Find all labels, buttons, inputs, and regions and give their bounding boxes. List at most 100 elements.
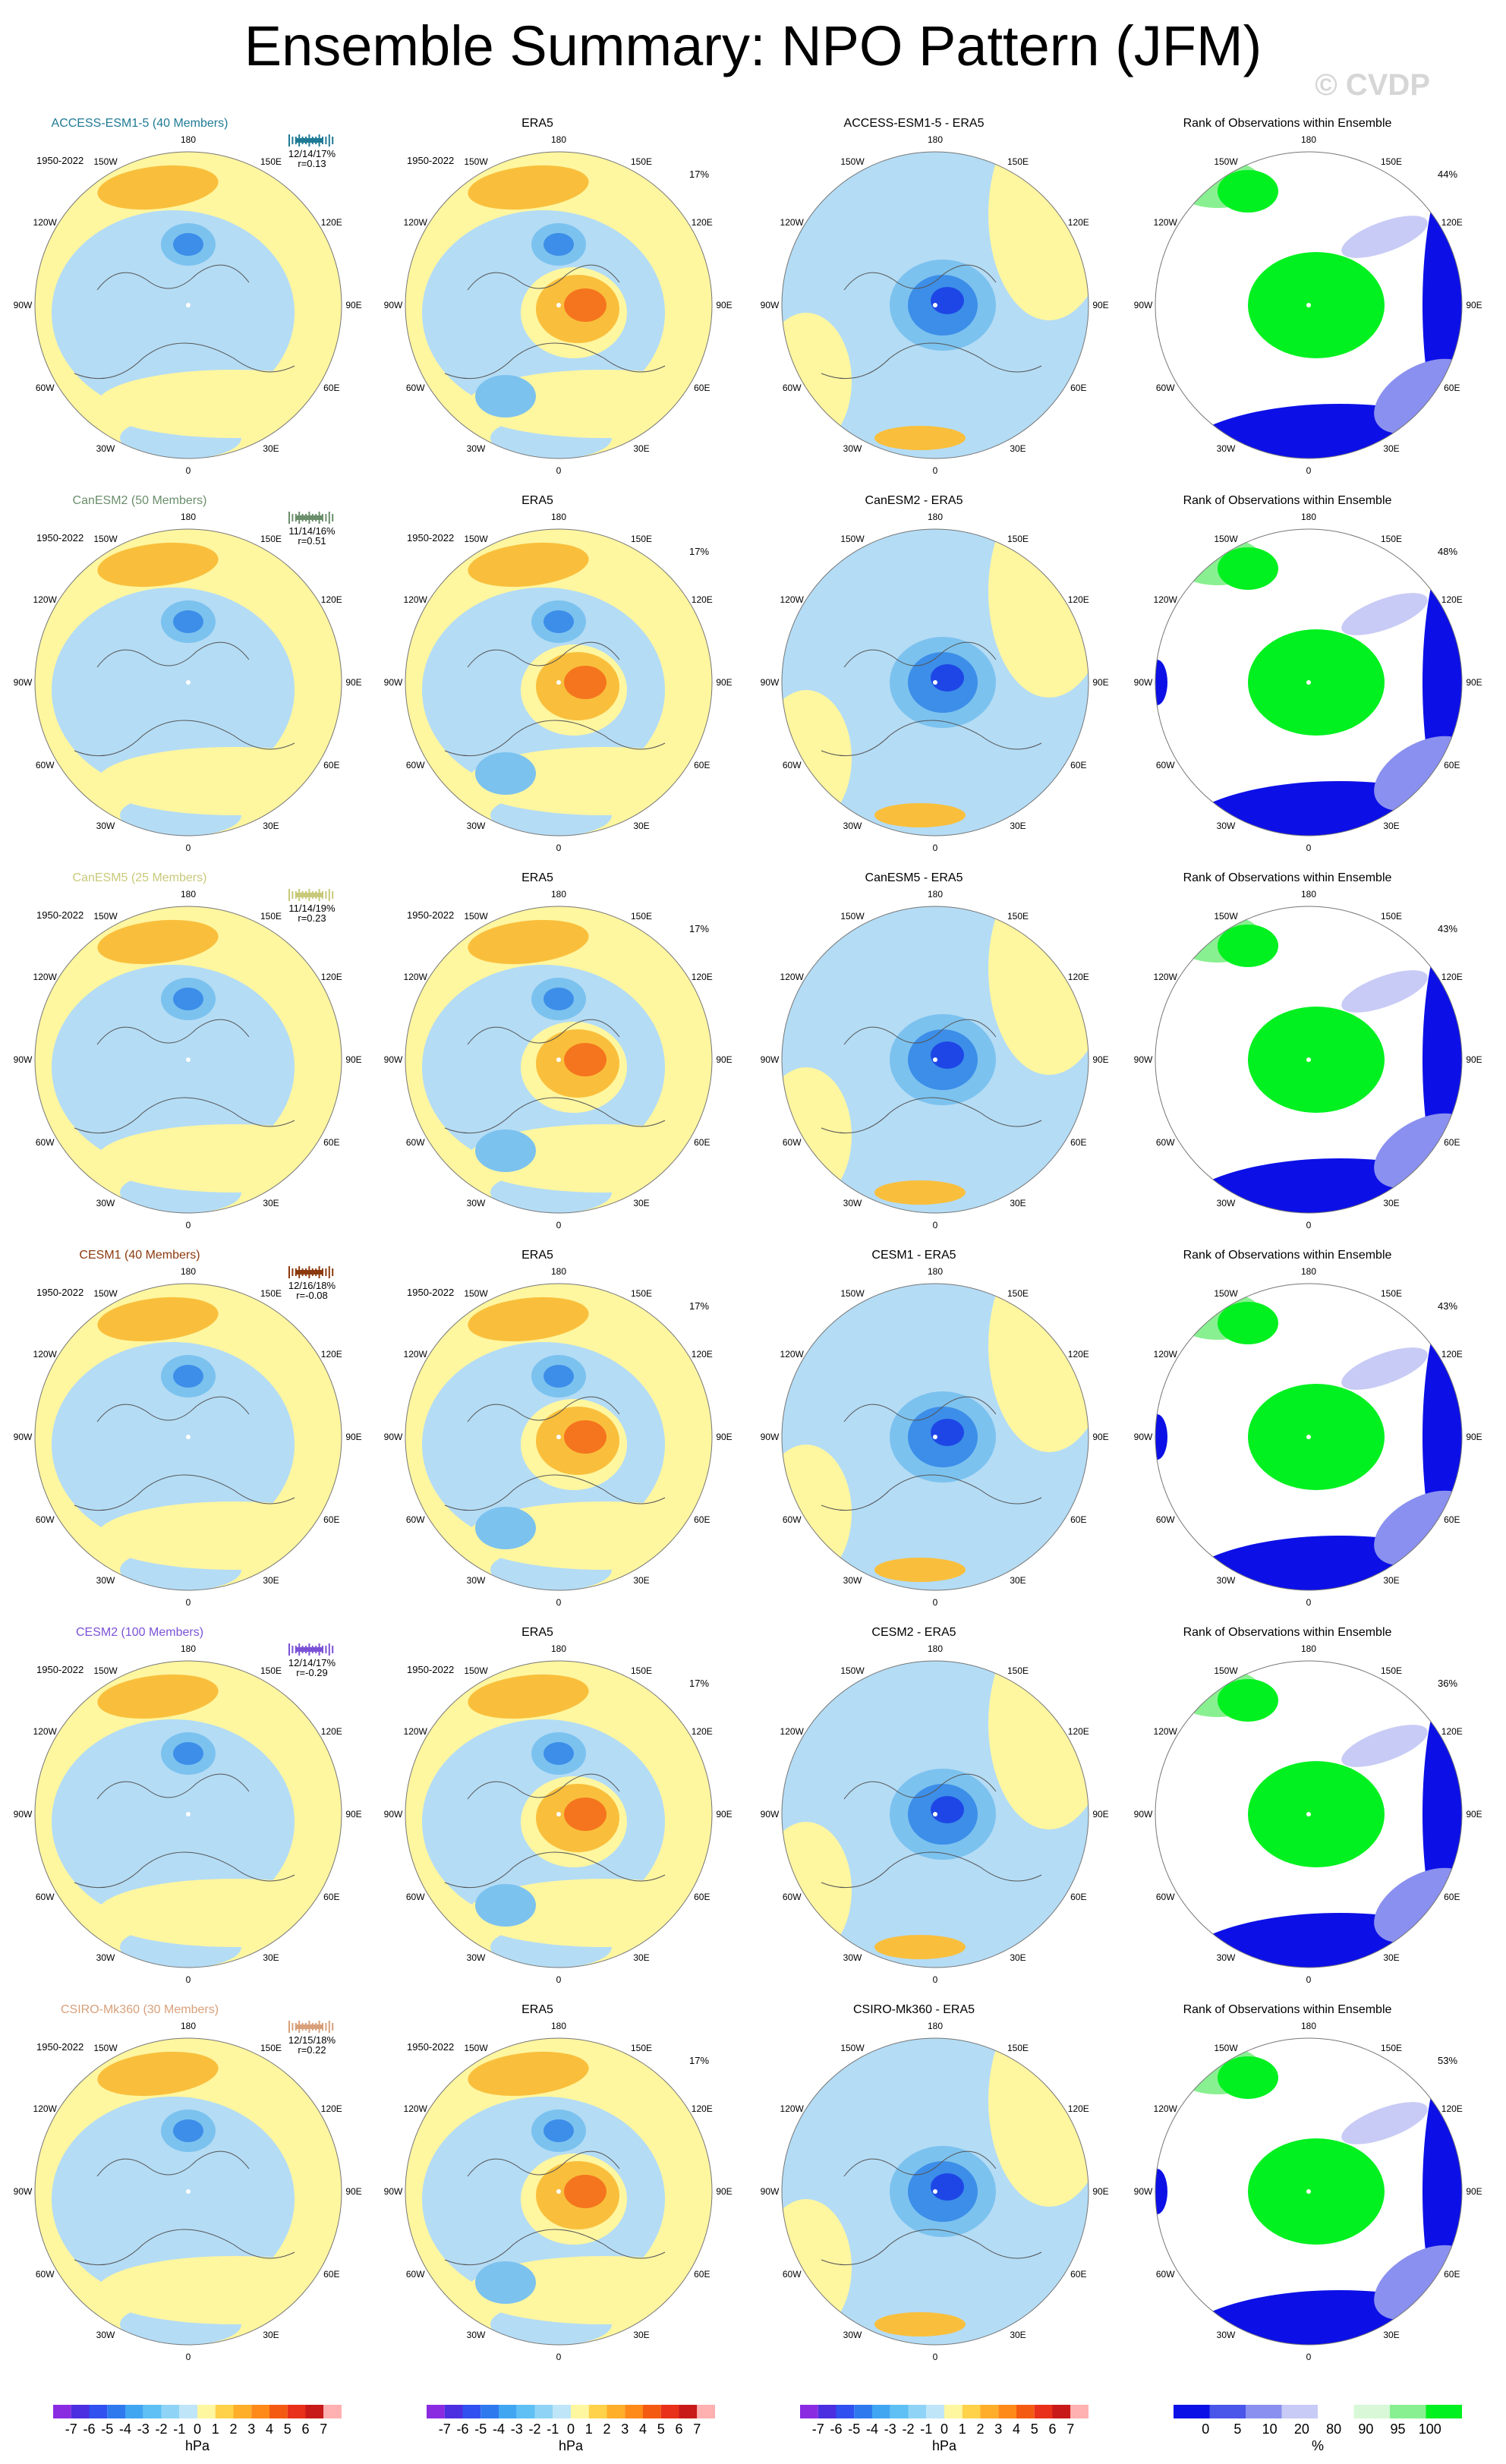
coastline [843, 641, 997, 668]
longitude-label: 120W [780, 594, 804, 605]
ensemble-spread-bar [288, 2021, 334, 2033]
longitude-label: 120W [780, 1726, 804, 1737]
longitude-label: 150E [1380, 1288, 1403, 1300]
north-pole-marker [933, 1812, 937, 1816]
longitude-label: 150E [1380, 156, 1403, 168]
longitude-label: 60W [405, 383, 425, 393]
negative-anomaly [52, 1719, 295, 1924]
positive-anomaly [97, 1297, 219, 1342]
ensemble-spread-bar [288, 512, 334, 524]
positive-anomaly [988, 529, 1089, 698]
longitude-label: 0 [556, 1597, 562, 1608]
period-label: 1950-2022 [407, 1664, 455, 1675]
north-pole-marker [933, 1057, 937, 1062]
colorbar-tick-label: 80 [1326, 2421, 1341, 2437]
longitude-label: 120E [691, 217, 713, 228]
negative-anomaly [52, 210, 295, 415]
colorbar-swatch [1052, 2405, 1071, 2418]
longitude-label: 60W [1155, 1892, 1175, 1902]
longitude-label: 60E [1070, 1514, 1087, 1525]
coastline [467, 1396, 620, 1423]
longitude-label: 150E [260, 911, 282, 922]
longitude-label: 150E [1007, 1665, 1029, 1677]
longitude-label: 180 [180, 889, 197, 900]
coastline [467, 1773, 620, 1800]
map-panel-rank: Rank of Observations within Ensemble 43% 1… [1120, 871, 1482, 1230]
longitude-label: 90E [716, 1432, 733, 1442]
positive-anomaly [97, 165, 219, 210]
north-pole-marker [1306, 1435, 1311, 1439]
longitude-label: 30W [96, 820, 115, 831]
stats-percent: 12/14/17% [288, 148, 336, 159]
colorbar-swatch [1318, 2405, 1354, 2418]
panel-title: CESM1 - ERA5 [871, 1249, 956, 1262]
longitude-label: 60E [323, 1892, 340, 1902]
panel-title: ERA5 [521, 1249, 553, 1262]
map-panel-rank: Rank of Observations within Ensemble 36% 1… [1120, 1626, 1482, 1985]
north-pole-marker [1306, 680, 1311, 685]
colorbar-tick-label: 95 [1391, 2421, 1406, 2437]
longitude-label: 30W [843, 443, 862, 454]
north-pole-marker [556, 1812, 561, 1816]
map-panel-model: CanESM2 (50 Members) 1950-2022 11/14/16% r=… [0, 494, 362, 853]
panel-title: Rank of Observations within Ensemble [1183, 2003, 1392, 2016]
colorbar-swatch [1281, 2405, 1318, 2418]
period-label: 1950-2022 [36, 532, 84, 544]
ocean-field [97, 2256, 342, 2324]
north-pole-marker [933, 2189, 937, 2194]
longitude-label: 90W [13, 1809, 33, 1820]
percent-label: 43% [1438, 1300, 1458, 1312]
rank-green-region [1248, 2138, 1385, 2245]
longitude-label: 60W [1155, 2269, 1175, 2280]
rank-blue-region [1423, 153, 1462, 457]
map-border [781, 528, 1089, 837]
pattern-correlation: r=-0.08 [296, 1290, 328, 1301]
longitude-label: 90E [1466, 1432, 1482, 1442]
longitude-label: 120E [691, 594, 713, 605]
polar-map-obs [405, 2037, 713, 2346]
colorbar-tick-label: 4 [1013, 2421, 1020, 2437]
north-pole-marker [1306, 1057, 1311, 1062]
colorbar-tick-label: -2 [902, 2421, 914, 2437]
longitude-label: 0 [1306, 843, 1312, 853]
colorbar-tick-label: 7 [693, 2421, 701, 2437]
percent-label: 17% [689, 923, 710, 934]
longitude-label: 150W [840, 2043, 865, 2054]
coastline [444, 342, 666, 380]
colorbar-tick-label: 2 [229, 2421, 237, 2437]
coastline [444, 2229, 666, 2266]
longitude-label: 60W [405, 1892, 425, 1902]
map-panel-obs: ERA5 1950-2022 17% 180 150E 120E 90E 60E 30E 0 30W… [370, 871, 733, 1230]
north-pole-marker [186, 1435, 191, 1439]
coastline [96, 1396, 250, 1423]
longitude-label: 60W [35, 383, 55, 393]
longitude-label: 90E [1092, 1809, 1109, 1820]
north-pole-marker [1306, 2189, 1311, 2194]
panel-title: ERA5 [521, 871, 553, 884]
coastline [467, 2150, 620, 2177]
rank-green-region [1218, 170, 1278, 213]
negative-anomaly [543, 1365, 574, 1388]
map-panel-obs: ERA5 1950-2022 17% 180 150E 120E 90E 60E 30E 0 30W… [370, 1249, 733, 1608]
longitude-label: 30E [633, 1574, 650, 1586]
longitude-label: 60E [1444, 383, 1460, 393]
polar-map-rank [1155, 151, 1463, 459]
longitude-label: 30E [1010, 1952, 1026, 1963]
colorbar-tick-label: -3 [884, 2421, 896, 2437]
polar-map-diff [781, 2037, 1089, 2346]
stats-percent: 12/14/17% [288, 1657, 336, 1668]
longitude-label: 120E [320, 1726, 342, 1737]
longitude-label: 150E [1007, 156, 1029, 168]
longitude-label: 180 [927, 1643, 944, 1654]
longitude-label: 150W [93, 2043, 118, 2054]
longitude-label: 60W [35, 760, 55, 770]
map-border [781, 1283, 1089, 1591]
polar-map-model [34, 2037, 342, 2346]
rank-blue-region [1155, 1414, 1167, 1460]
longitude-label: 150W [464, 534, 488, 545]
ensemble-spread-bar [288, 134, 334, 147]
longitude-label: 60E [694, 1514, 710, 1525]
ensemble-stats: 12/14/17% r=-0.29 [278, 1658, 346, 1678]
longitude-label: 120E [320, 594, 342, 605]
longitude-label: 90W [1133, 677, 1153, 688]
